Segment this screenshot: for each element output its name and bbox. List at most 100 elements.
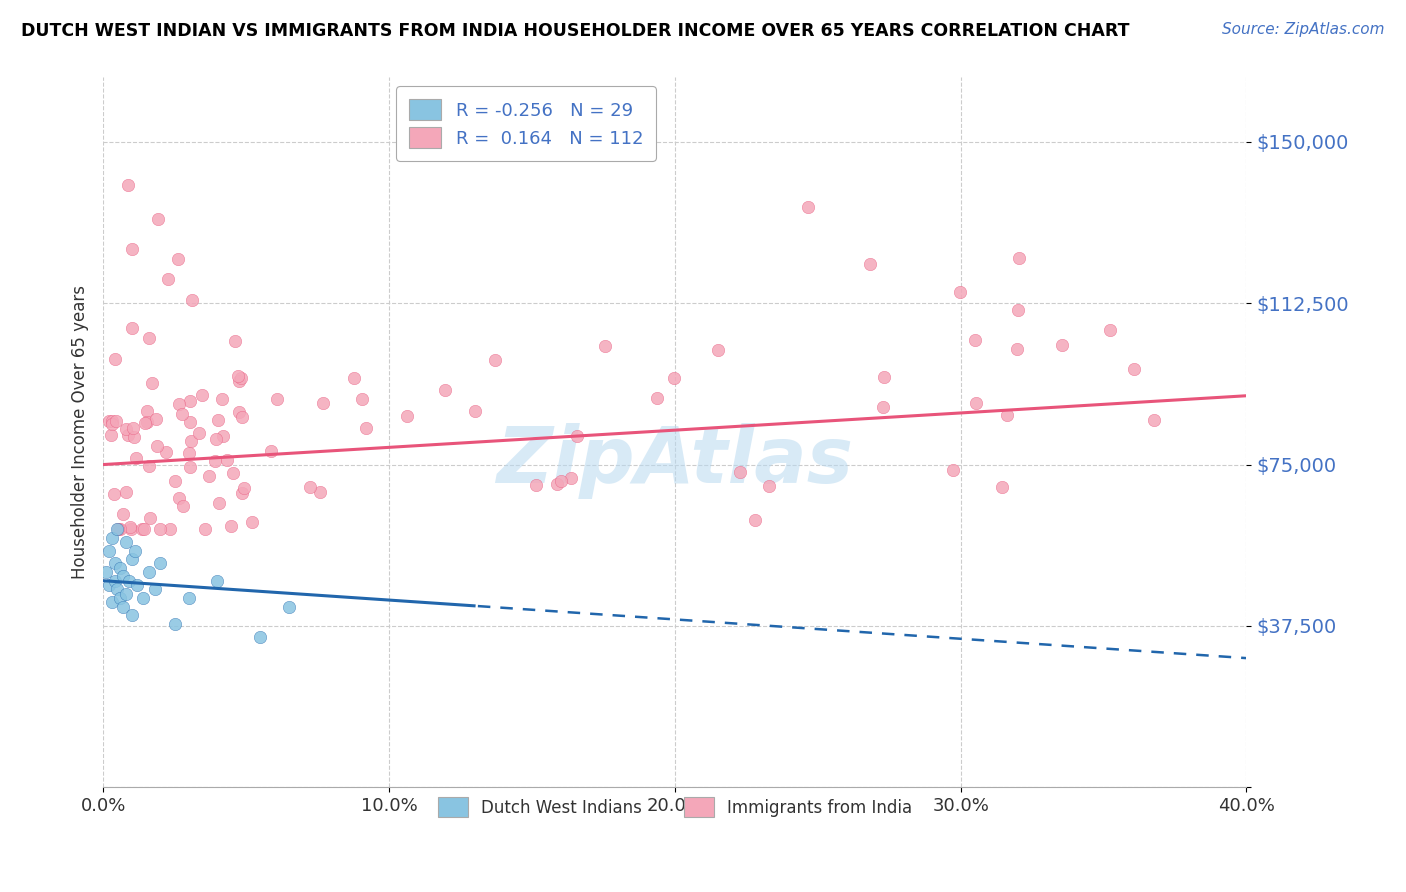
- Text: DUTCH WEST INDIAN VS IMMIGRANTS FROM INDIA HOUSEHOLDER INCOME OVER 65 YEARS CORR: DUTCH WEST INDIAN VS IMMIGRANTS FROM IND…: [21, 22, 1129, 40]
- Point: [191, 388, 214, 402]
- Point: [112, 599, 135, 614]
- Point: [103, 557, 125, 571]
- Point: [110, 561, 132, 575]
- Point: [124, 543, 146, 558]
- Point: [125, 451, 148, 466]
- Point: [991, 480, 1014, 494]
- Point: [103, 487, 125, 501]
- Point: [138, 565, 160, 579]
- Point: [107, 522, 129, 536]
- Point: [97, 414, 120, 428]
- Point: [758, 479, 780, 493]
- Point: [228, 405, 250, 419]
- Point: [112, 508, 135, 522]
- Point: [217, 453, 239, 467]
- Point: [120, 522, 142, 536]
- Point: [1007, 252, 1029, 266]
- Point: [101, 417, 124, 431]
- Point: [231, 409, 253, 424]
- Point: [593, 339, 616, 353]
- Point: [233, 481, 256, 495]
- Point: [995, 408, 1018, 422]
- Point: [110, 591, 132, 605]
- Point: [211, 392, 233, 406]
- Point: [104, 351, 127, 366]
- Point: [121, 321, 143, 335]
- Point: [100, 531, 122, 545]
- Point: [172, 499, 194, 513]
- Point: [118, 574, 141, 588]
- Point: [965, 333, 987, 347]
- Point: [115, 535, 138, 549]
- Point: [231, 371, 253, 385]
- Point: [187, 425, 209, 440]
- Point: [155, 444, 177, 458]
- Point: [114, 484, 136, 499]
- Point: [207, 574, 229, 588]
- Point: [135, 404, 157, 418]
- Point: [949, 285, 972, 299]
- Point: [796, 200, 818, 214]
- Point: [433, 384, 456, 398]
- Point: [312, 396, 335, 410]
- Point: [169, 491, 191, 505]
- Text: Source: ZipAtlas.com: Source: ZipAtlas.com: [1222, 22, 1385, 37]
- Point: [194, 522, 217, 536]
- Point: [146, 439, 169, 453]
- Point: [132, 591, 155, 605]
- Point: [565, 429, 588, 443]
- Point: [135, 415, 157, 429]
- Point: [942, 462, 965, 476]
- Y-axis label: Householder Income Over 65 years: Householder Income Over 65 years: [72, 285, 89, 579]
- Point: [101, 413, 124, 427]
- Point: [107, 582, 129, 597]
- Text: ZipAtlas: ZipAtlas: [496, 423, 853, 499]
- Point: [107, 522, 129, 536]
- Point: [179, 394, 201, 409]
- Point: [873, 370, 896, 384]
- Point: [226, 369, 249, 384]
- Point: [858, 257, 880, 271]
- Point: [277, 599, 299, 614]
- Point: [484, 352, 506, 367]
- Point: [260, 443, 283, 458]
- Point: [872, 401, 894, 415]
- Point: [148, 212, 170, 227]
- Point: [121, 608, 143, 623]
- Point: [204, 454, 226, 468]
- Point: [138, 331, 160, 345]
- Point: [249, 630, 271, 644]
- Point: [177, 445, 200, 459]
- Point: [127, 578, 149, 592]
- Point: [121, 552, 143, 566]
- Point: [1143, 413, 1166, 427]
- Legend: Dutch West Indians, Immigrants from India: Dutch West Indians, Immigrants from Indi…: [429, 789, 921, 825]
- Point: [145, 411, 167, 425]
- Point: [105, 414, 128, 428]
- Point: [205, 432, 228, 446]
- Point: [97, 578, 120, 592]
- Point: [167, 252, 190, 266]
- Point: [138, 458, 160, 473]
- Point: [208, 496, 231, 510]
- Point: [115, 586, 138, 600]
- Point: [197, 469, 219, 483]
- Point: [132, 522, 155, 536]
- Point: [138, 511, 160, 525]
- Point: [131, 522, 153, 536]
- Point: [141, 376, 163, 391]
- Point: [309, 484, 332, 499]
- Point: [156, 272, 179, 286]
- Point: [240, 516, 263, 530]
- Point: [159, 522, 181, 536]
- Point: [965, 395, 987, 409]
- Point: [396, 409, 419, 423]
- Point: [546, 477, 568, 491]
- Point: [645, 391, 668, 405]
- Point: [117, 178, 139, 192]
- Point: [122, 430, 145, 444]
- Point: [1007, 303, 1029, 318]
- Point: [177, 591, 200, 605]
- Point: [524, 478, 547, 492]
- Point: [728, 465, 751, 479]
